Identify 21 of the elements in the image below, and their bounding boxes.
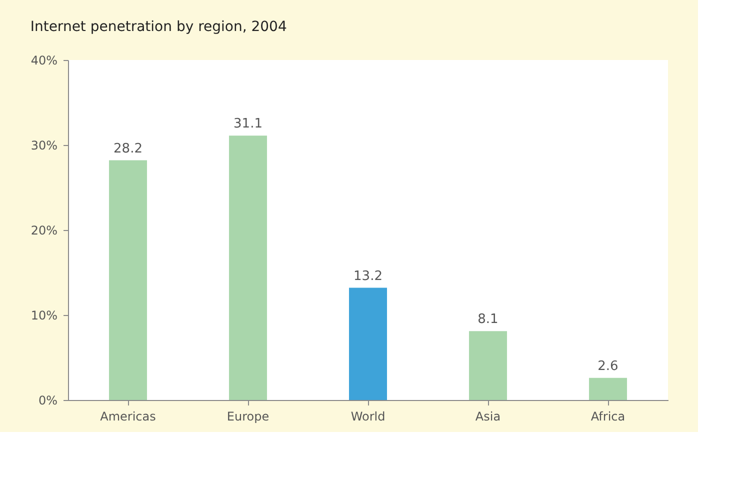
data-label: 28.2 <box>114 141 142 156</box>
y-tick-label: 20% <box>30 224 58 238</box>
bar <box>109 160 147 400</box>
y-tick-label: 30% <box>30 138 58 152</box>
bar <box>229 136 267 400</box>
bar <box>589 378 627 400</box>
x-tick-label: Americas <box>100 410 156 424</box>
x-tick-label: Asia <box>475 410 501 424</box>
data-label: 31.1 <box>234 116 262 132</box>
data-label: 2.6 <box>598 358 618 374</box>
data-label: 8.1 <box>478 312 498 328</box>
x-tick-label: Europe <box>226 410 270 424</box>
bar <box>469 331 507 400</box>
bar <box>349 288 387 400</box>
y-tick-label: 10% <box>30 308 58 322</box>
y-tick-label: 40% <box>30 54 58 68</box>
data-label: 13.2 <box>354 268 382 284</box>
y-tick-label: 0% <box>38 394 58 408</box>
x-tick-label: World <box>350 410 386 424</box>
chart-title: Internet penetration by region, 2004 <box>30 19 287 35</box>
x-tick-label: Africa <box>590 410 626 424</box>
